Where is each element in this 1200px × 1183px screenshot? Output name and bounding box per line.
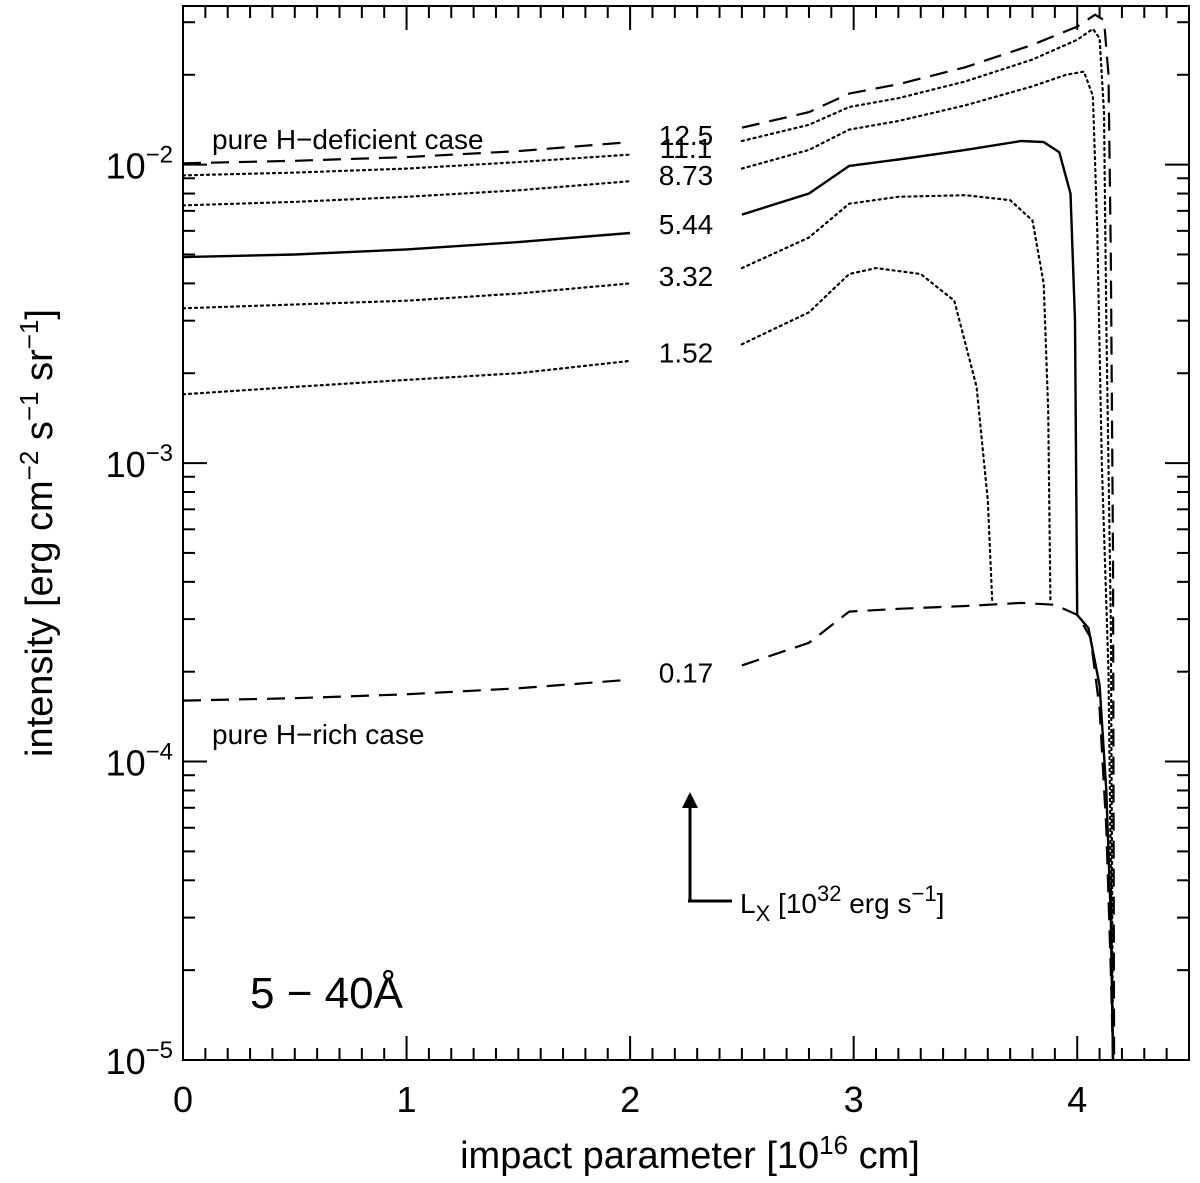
y-tick-label: 10−2 [106, 142, 173, 187]
tick-labels: 0 1 2 3 4 10−2 10−3 10−4 10−5 [106, 142, 1088, 1120]
series-8-73-line [740, 70, 1115, 1062]
curve-labels: 12.511.18.73 5.44 3.32 1.52 0.17 [659, 120, 714, 689]
series-label: 11.1 [660, 133, 712, 164]
x-tick-label: 3 [844, 1079, 864, 1120]
series-1-52-line [181, 359, 632, 396]
series-5-44-line [741, 139, 1115, 1061]
lx-arrow [682, 792, 732, 903]
band-label: 5 − 40Å [250, 969, 404, 1018]
y-axis-label: intensity [erg cm−2 s−1 sr−1] [14, 309, 61, 757]
curves [181, 13, 1116, 1062]
rich-case-label: pure H−rich case [212, 719, 424, 750]
series-label: 5.44 [659, 209, 714, 240]
axis-ticks [182, 6, 1190, 1061]
x-tick-label: 2 [620, 1079, 640, 1120]
plot-frame [182, 5, 1190, 1061]
series-label: 8.73 [659, 160, 714, 191]
series-label: 3.32 [659, 261, 714, 292]
y-tick-label: 10−4 [106, 739, 173, 784]
x-axis-label: impact parameter [1016 cm] [460, 1130, 920, 1177]
series-5-44-line [182, 231, 631, 259]
series-12-5-line [182, 141, 631, 165]
series-11-1-line [181, 153, 632, 177]
series-3-32-line [181, 282, 632, 310]
series-3-32-line [740, 194, 1052, 601]
x-tick-label: 4 [1067, 1079, 1087, 1120]
x-tick-label: 0 [173, 1079, 193, 1120]
y-tick-label: 10−5 [106, 1037, 173, 1082]
series-label: 0.17 [659, 658, 714, 689]
series-8-73-line [181, 180, 632, 207]
series-0-17-line [741, 601, 1115, 1061]
series-label: 1.52 [659, 338, 714, 369]
series-0-17-line [182, 678, 631, 702]
series-12-5-line [741, 13, 1116, 1061]
series-1-52-line [740, 266, 994, 604]
x-tick-label: 1 [397, 1079, 417, 1120]
y-tick-label: 10−3 [106, 440, 173, 485]
series-label: 12.5 [659, 120, 714, 151]
deficient-case-label: pure H−deficient case [212, 124, 484, 155]
series-11-1-line [740, 27, 1115, 1062]
lx-label: LX [1032 erg s−1] [740, 881, 944, 926]
